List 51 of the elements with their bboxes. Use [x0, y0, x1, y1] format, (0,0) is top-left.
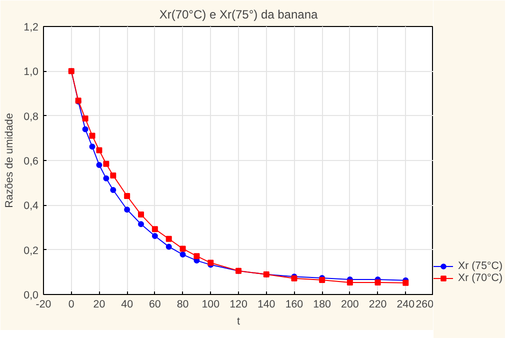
x-tick-label: 180: [313, 298, 332, 310]
x-tick-label: 260: [416, 298, 434, 310]
chart-title: Xr(70°C) e Xr(75°) da banana: [159, 8, 318, 22]
x-tick-label: 100: [202, 298, 220, 310]
x-axis-title: t: [237, 316, 240, 328]
point: [89, 132, 96, 139]
point: [138, 221, 144, 228]
point: [82, 116, 88, 122]
y-tick-label: 0,8: [24, 110, 39, 123]
x-tick-label: 80: [176, 298, 189, 310]
point: [96, 147, 102, 154]
point: [96, 162, 102, 168]
point: [110, 172, 116, 178]
point: [124, 206, 130, 213]
point: [152, 226, 158, 232]
x-tick-label: 220: [368, 298, 387, 310]
legend-label: Xr (70°C): [458, 272, 503, 284]
point: [166, 244, 172, 250]
x-tick-label: 60: [149, 298, 161, 310]
x-tick-label: 120: [230, 298, 248, 310]
x-tick-label: -20: [36, 298, 52, 310]
point: [138, 212, 144, 218]
x-tick-label: 160: [285, 298, 304, 310]
point: [180, 246, 186, 252]
point: [82, 126, 88, 132]
point: [194, 253, 200, 260]
y-tick-label: 0,6: [24, 156, 39, 168]
y-tick-label: 1,2: [24, 22, 39, 34]
legend-label: Xr (75°C): [458, 260, 503, 272]
y-tick-label: 0,0: [24, 290, 39, 302]
x-tick-label: 140: [257, 298, 276, 310]
point: [103, 160, 110, 167]
point: [103, 175, 110, 182]
point: [374, 279, 381, 286]
x-tick-label: 40: [121, 298, 134, 310]
x-tick-label: 240: [396, 298, 415, 310]
point: [124, 193, 130, 200]
point: [110, 186, 116, 193]
y-tick-label: 0,4: [24, 200, 39, 212]
point: [89, 144, 96, 150]
point: [152, 232, 158, 239]
x-tick-label: 0: [68, 298, 74, 310]
point: [402, 280, 409, 286]
x-tick-label: 200: [341, 298, 359, 310]
y-tick-label: 0,2: [24, 244, 39, 257]
point: [346, 279, 353, 286]
y-tick-label: 1,0: [24, 66, 39, 78]
x-tick-label: 20: [93, 298, 106, 310]
point: [166, 236, 172, 242]
y-axis-title: Razões de umidade: [4, 113, 16, 208]
point: [180, 252, 186, 258]
